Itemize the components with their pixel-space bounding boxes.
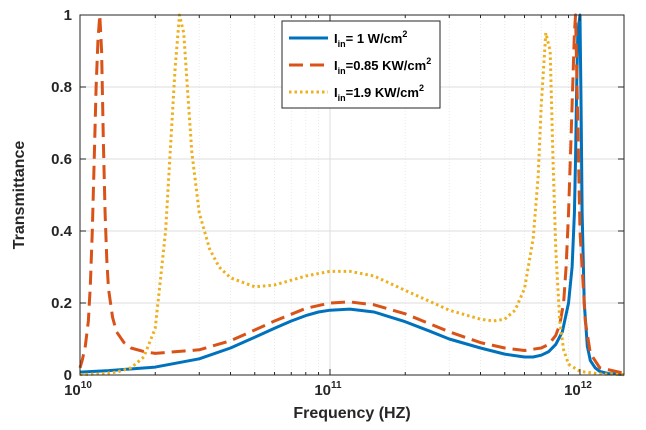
y-tick-label: 0.4	[51, 223, 73, 240]
ticks: 0 0.2 0.4 0.6 0.8 1 1010 1011 1012	[51, 7, 624, 399]
x-axis-title: Frequency (HZ)	[293, 405, 410, 422]
series-layer	[78, 13, 625, 377]
y-tick-label: 0.2	[51, 295, 72, 312]
plot-frame	[79, 14, 625, 376]
y-tick-label: 0	[64, 367, 72, 384]
legend-label-1: Iin= 1 W/cm2	[334, 29, 407, 49]
y-tick-label: 0.6	[51, 151, 72, 168]
y-tick-label: 0.8	[51, 79, 72, 96]
x-tick-label: 1011	[314, 380, 342, 399]
series-line-3	[79, 13, 625, 377]
y-axis-title: Transmittance	[11, 141, 28, 250]
x-tick-label: 1012	[564, 380, 592, 399]
series-line-2	[78, 13, 625, 375]
legend-label-2: Iin=0.85 KW/cm2	[334, 56, 431, 76]
legend: Iin= 1 W/cm2 Iin=0.85 KW/cm2 Iin=1.9 KW/cm…	[281, 20, 441, 109]
legend-label-3: Iin=1.9 KW/cm2	[334, 83, 424, 103]
series-line-1	[79, 13, 625, 377]
y-tick-label: 1	[64, 7, 72, 24]
legend-box	[281, 20, 441, 109]
x-tick-label: 1010	[64, 380, 92, 399]
